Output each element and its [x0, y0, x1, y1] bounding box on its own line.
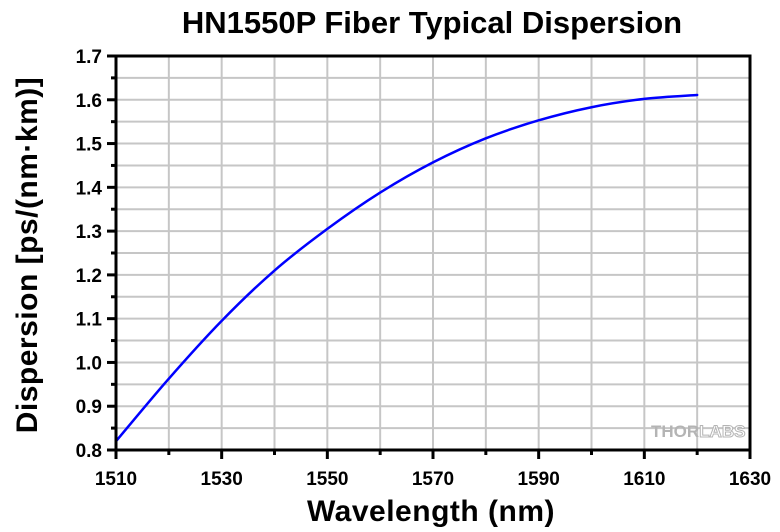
- y-tick-label: 1.0: [76, 353, 102, 374]
- watermark-solid: THOR: [651, 422, 699, 441]
- y-tick-label: 1.2: [76, 266, 102, 287]
- x-tick-label: 1610: [623, 469, 665, 490]
- x-tick-label: 1590: [518, 469, 560, 490]
- x-tick-label: 1530: [201, 469, 243, 490]
- y-axis-label: Dispersion [ps/(nm·km)]: [11, 77, 44, 434]
- y-tick-label: 1.6: [76, 91, 102, 112]
- ticks: [107, 54, 752, 459]
- x-tick-labels: 1510 1530 1550 1570 1590 1610 1630: [95, 469, 771, 490]
- y-tick-label: 0.9: [76, 397, 102, 418]
- thorlabs-watermark: THORLABS: [651, 422, 746, 442]
- y-tick-label: 1.3: [76, 222, 102, 243]
- y-tick-label: 1.1: [76, 310, 103, 331]
- x-tick-label: 1550: [306, 469, 348, 490]
- chart-title: HN1550P Fiber Typical Dispersion: [182, 5, 682, 40]
- series-layer: [114, 93, 699, 443]
- x-tick-label: 1510: [95, 469, 137, 490]
- series-line-dispersion: [114, 93, 699, 443]
- svg-text:THORLABS: THORLABS: [651, 422, 745, 441]
- y-tick-label: 0.8: [76, 441, 102, 462]
- watermark-outline: LABS: [699, 422, 745, 441]
- y-tick-label: 1.5: [76, 135, 103, 156]
- x-tick-label: 1630: [729, 469, 771, 490]
- x-axis-label: Wavelength (nm): [307, 495, 555, 528]
- grid: [116, 56, 750, 450]
- y-tick-label: 1.4: [76, 178, 103, 199]
- y-tick-label: 1.7: [76, 47, 102, 68]
- y-tick-labels: 0.8 0.9 1.0 1.1 1.2 1.3 1.4 1.5 1.6 1.7: [76, 47, 103, 462]
- x-tick-label: 1570: [412, 469, 454, 490]
